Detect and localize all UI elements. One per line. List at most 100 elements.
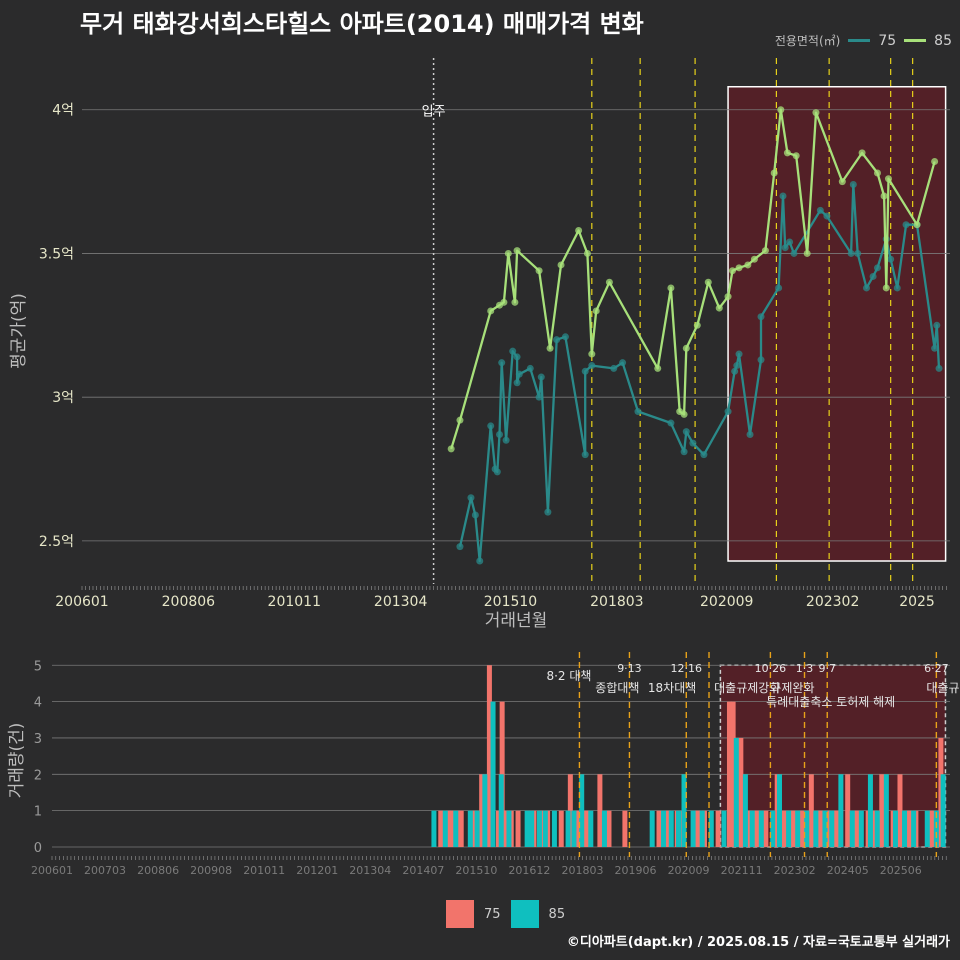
- data-point-85: [858, 149, 866, 157]
- bar-y-tick-label: 1: [34, 805, 42, 820]
- bar-x-tick-label: 200908: [190, 864, 232, 877]
- data-point-75: [746, 431, 754, 439]
- data-point-75: [724, 408, 732, 416]
- x-tick-label: 200601: [55, 594, 108, 610]
- data-point-75: [553, 336, 561, 344]
- data-point-75: [496, 431, 504, 439]
- bar-x-tick-label: 201011: [243, 864, 285, 877]
- data-point-85: [557, 261, 565, 269]
- bar-75: [808, 774, 814, 847]
- data-point-85: [715, 304, 723, 312]
- x-tick-label: 201510: [484, 594, 537, 610]
- data-point-75: [680, 448, 688, 456]
- data-point-85: [513, 247, 521, 255]
- bar-75: [574, 810, 580, 847]
- bar-y-axis-title: 거래량(건): [7, 723, 27, 799]
- bar-85: [838, 774, 844, 847]
- bar-legend-label-85: 85: [548, 906, 566, 922]
- bar-75: [695, 810, 701, 847]
- data-point-75: [513, 353, 521, 361]
- bar-85: [668, 810, 674, 847]
- bar-85: [804, 810, 810, 847]
- bar-85: [649, 810, 655, 847]
- bar-y-tick-label: 2: [34, 768, 42, 783]
- data-point-85: [750, 255, 758, 263]
- bar-85: [579, 774, 585, 847]
- bar-85: [442, 810, 448, 847]
- bar-85: [874, 810, 880, 847]
- data-point-75: [498, 359, 506, 367]
- data-point-75: [854, 249, 862, 257]
- legend-label-75: 75: [878, 32, 897, 49]
- bar-75: [583, 810, 589, 847]
- bar-85: [565, 810, 571, 847]
- data-point-75: [456, 543, 464, 551]
- bar-85: [506, 810, 512, 847]
- bar-85: [924, 810, 930, 847]
- bar-75: [458, 810, 464, 847]
- bar-75: [738, 737, 744, 847]
- bar-75: [486, 665, 492, 847]
- data-point-85: [575, 226, 583, 234]
- data-point-85: [728, 267, 736, 275]
- bar-x-tick-label: 202506: [880, 864, 922, 877]
- policy-event-label: 종합대책: [595, 680, 639, 695]
- x-axis-title: 거래년월: [485, 611, 548, 631]
- policy-date-label: 9·7: [818, 662, 836, 675]
- bar-85: [858, 810, 864, 847]
- bar-85: [676, 810, 682, 847]
- bar-85: [482, 774, 488, 847]
- bar-85: [498, 774, 504, 847]
- bar-85: [822, 810, 828, 847]
- bar-75: [854, 810, 860, 847]
- bar-85: [453, 810, 459, 847]
- data-point-85: [487, 307, 495, 315]
- data-point-75: [471, 511, 479, 519]
- policy-date-label: 1·3: [796, 662, 814, 675]
- data-point-85: [588, 350, 596, 358]
- data-point-75: [689, 439, 697, 447]
- movein-label: 입주: [422, 105, 446, 120]
- bar-75: [754, 810, 760, 847]
- bar-x-tick-label: 201201: [296, 864, 338, 877]
- data-point-85: [592, 307, 600, 315]
- bar-75: [879, 774, 885, 847]
- bar-85: [690, 810, 696, 847]
- data-point-75: [735, 350, 743, 358]
- data-point-75: [757, 356, 765, 364]
- data-point-85: [882, 284, 890, 292]
- bar-legend: 75 85: [446, 900, 565, 928]
- bar-y-tick-label: 3: [34, 732, 42, 747]
- data-point-85: [931, 157, 939, 165]
- data-point-75: [561, 333, 569, 341]
- data-point-75: [893, 284, 901, 292]
- bar-85: [601, 810, 607, 847]
- x-tick-label: 2025: [899, 594, 935, 610]
- bar-85: [588, 810, 594, 847]
- data-point-85: [535, 267, 543, 275]
- policy-date-label: 12·16: [671, 662, 703, 675]
- bar-85: [542, 810, 548, 847]
- data-point-75: [869, 272, 877, 280]
- series-line-85: [450, 108, 936, 450]
- data-point-75: [781, 244, 789, 252]
- data-point-75: [476, 557, 484, 565]
- data-point-75: [933, 321, 941, 329]
- bar-75: [845, 774, 851, 847]
- bar-x-tick-label: 200703: [84, 864, 126, 877]
- data-point-85: [777, 106, 785, 114]
- data-point-85: [680, 410, 688, 418]
- data-point-75: [931, 344, 939, 352]
- data-point-75: [610, 364, 618, 372]
- policy-event-label: 규제완화: [770, 681, 814, 695]
- bar-75: [906, 810, 912, 847]
- x-tick-label: 200806: [162, 594, 216, 610]
- bar-75: [817, 810, 823, 847]
- x-tick-label: 201803: [590, 594, 643, 610]
- data-point-75: [526, 364, 534, 372]
- data-point-85: [704, 278, 712, 286]
- bar-85: [742, 774, 748, 847]
- bar-x-tick-label: 202405: [827, 864, 869, 877]
- bar-x-tick-label: 202009: [668, 864, 710, 877]
- data-point-85: [770, 169, 778, 177]
